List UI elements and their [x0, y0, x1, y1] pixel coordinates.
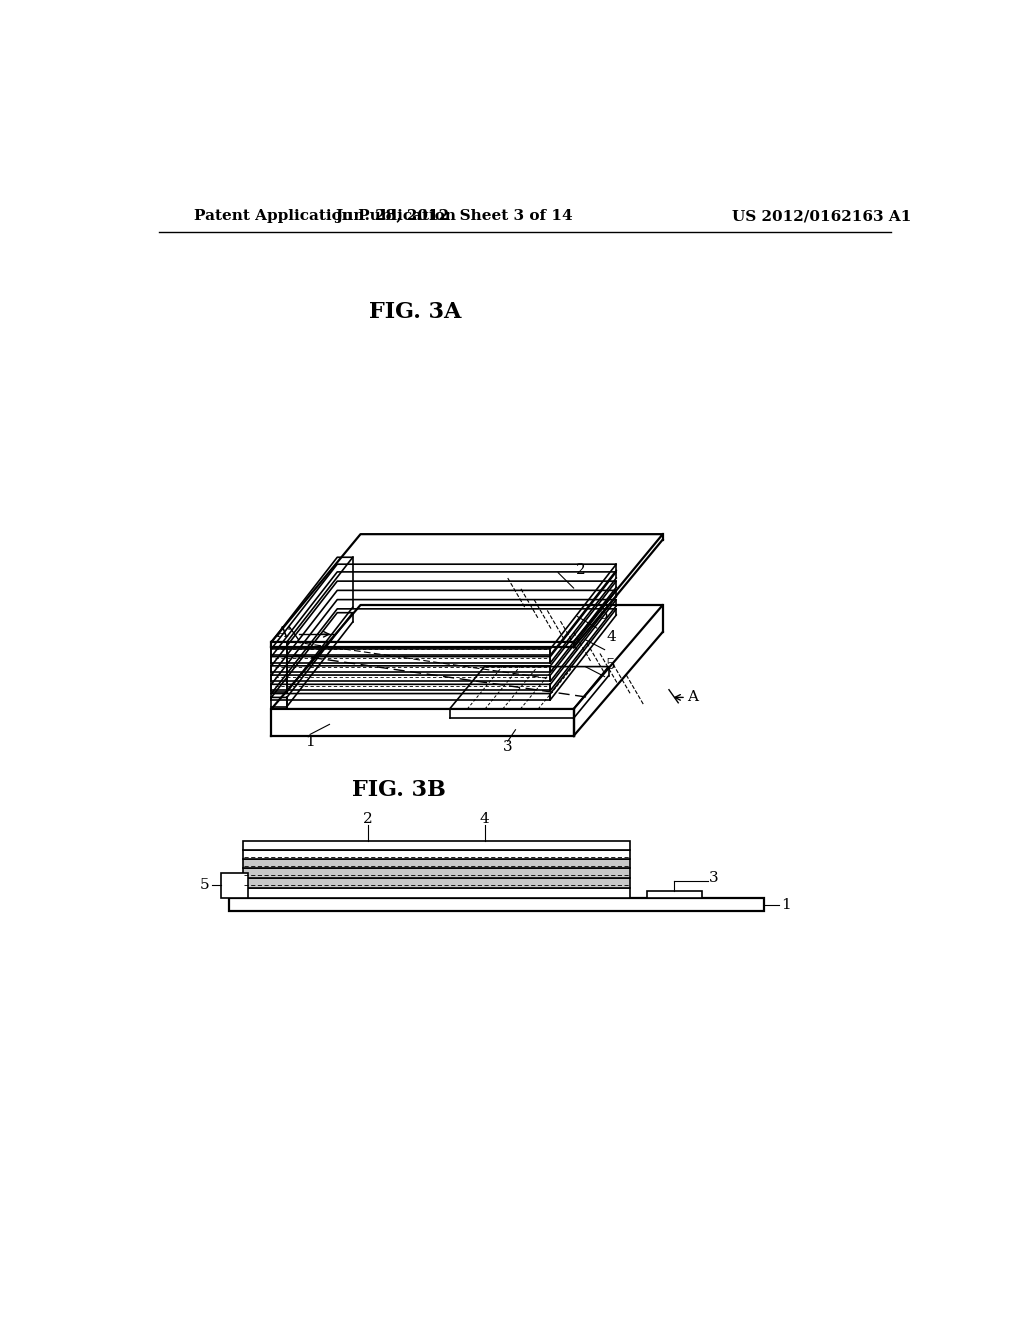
Text: Jun. 28, 2012  Sheet 3 of 14: Jun. 28, 2012 Sheet 3 of 14 — [335, 209, 572, 223]
Polygon shape — [221, 873, 248, 898]
Text: FIG. 3A: FIG. 3A — [369, 301, 461, 323]
Text: FIG. 3B: FIG. 3B — [352, 779, 446, 801]
Text: A': A' — [275, 626, 291, 640]
Text: 5: 5 — [606, 659, 615, 672]
Text: 2: 2 — [575, 564, 586, 577]
Polygon shape — [647, 891, 701, 898]
Text: 4: 4 — [606, 631, 615, 644]
Polygon shape — [243, 887, 630, 898]
Polygon shape — [228, 898, 764, 911]
Text: 3: 3 — [503, 741, 513, 755]
Polygon shape — [243, 859, 630, 869]
Text: 5: 5 — [200, 878, 209, 892]
Text: 1: 1 — [305, 735, 315, 748]
Text: 2: 2 — [364, 812, 373, 826]
Text: 3: 3 — [710, 871, 719, 886]
Text: Patent Application Publication: Patent Application Publication — [194, 209, 456, 223]
Polygon shape — [243, 878, 630, 887]
Text: 5: 5 — [598, 609, 608, 622]
Text: A: A — [687, 690, 698, 705]
Polygon shape — [243, 841, 630, 850]
Text: 1: 1 — [781, 898, 792, 912]
Polygon shape — [243, 869, 630, 878]
Text: US 2012/0162163 A1: US 2012/0162163 A1 — [732, 209, 912, 223]
Text: 4: 4 — [479, 812, 489, 826]
Polygon shape — [243, 850, 630, 859]
